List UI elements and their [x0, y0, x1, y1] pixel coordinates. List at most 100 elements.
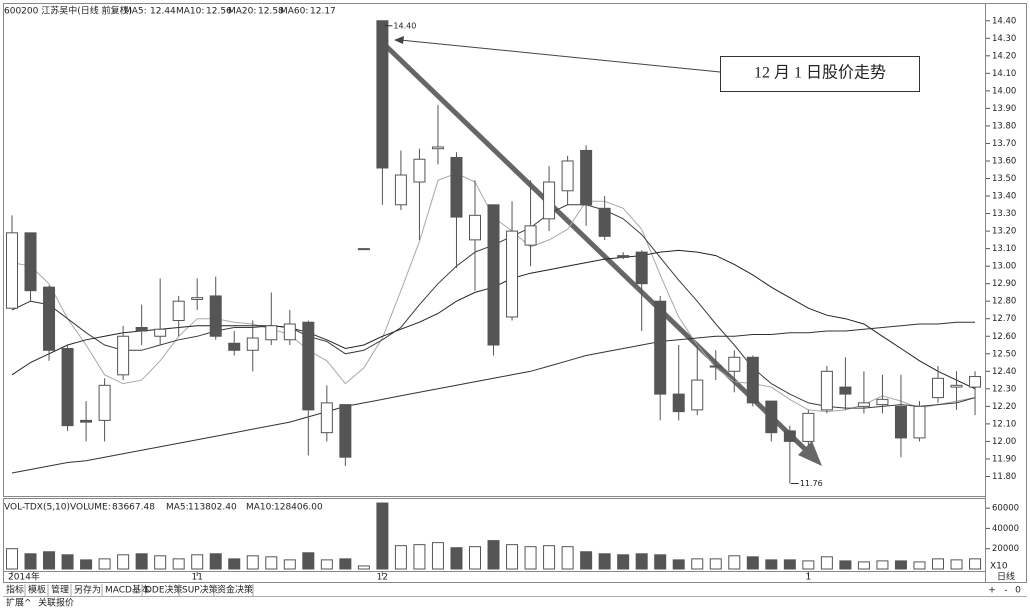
candle-body: [746, 356, 759, 404]
y-tick-label: 12.60: [992, 332, 1016, 342]
volume-bar: [61, 554, 74, 570]
volume-unit: X10: [990, 562, 1008, 572]
y-tick-label: 12.40: [992, 367, 1016, 377]
volume-bar: [357, 565, 370, 570]
volume-bar: [283, 559, 296, 570]
candle-body: [580, 149, 593, 206]
volume-bar: [431, 542, 444, 570]
y-tick-label: 12.00: [992, 437, 1016, 447]
volume-bar: [117, 554, 130, 570]
y-tick-label: 12.70: [992, 314, 1016, 324]
volume-bar: [524, 546, 537, 570]
candle-body: [320, 402, 333, 434]
candle-body: [228, 342, 241, 351]
legend-label: MA5:: [124, 7, 147, 17]
candle-body: [431, 146, 444, 150]
volume-bar: [394, 545, 407, 570]
candle-body: [135, 326, 148, 332]
vol-ma10-value: 128406.00: [274, 503, 323, 513]
volume-bar: [43, 551, 56, 570]
candle-body: [339, 404, 352, 458]
volume-bar: [691, 558, 704, 570]
candle-body: [561, 160, 574, 192]
legend-value: 12.17: [310, 7, 336, 17]
right-axis: [985, 3, 1027, 583]
y-tick-label: 13.90: [992, 104, 1016, 114]
candle-body: [154, 328, 167, 337]
bottom-tab[interactable]: 扩展^: [6, 597, 32, 609]
volume-bar: [857, 561, 870, 570]
y-tick-label: 13.60: [992, 156, 1016, 166]
volume-bar: [783, 559, 796, 570]
candle-body: [302, 321, 315, 411]
candle-body: [950, 384, 963, 388]
toolbar-tab[interactable]: 指标: [6, 584, 24, 596]
y-tick-label: 11.80: [992, 472, 1016, 482]
volume-bar: [672, 559, 685, 570]
toolbar-tab[interactable]: 资金决策: [217, 584, 253, 596]
candle-body: [543, 181, 556, 220]
volume-bar: [302, 552, 315, 570]
vol-ma5-label: MA5:: [166, 503, 189, 513]
volume-bar: [950, 559, 963, 570]
volume-value: 83667.48: [112, 503, 155, 513]
y-tick-label: 11.90: [992, 454, 1016, 464]
volume-bar: [746, 556, 759, 570]
legend-value: 12.56: [206, 7, 232, 17]
candle-body: [376, 20, 389, 169]
volume-bar: [228, 558, 241, 570]
y-tick-label: 12.30: [992, 384, 1016, 394]
candle-body: [209, 295, 222, 337]
candle-body: [728, 356, 741, 372]
y-tick-label: 13.40: [992, 192, 1016, 202]
candle-body: [117, 335, 130, 376]
vol-ma5-value: 113802.40: [188, 503, 237, 513]
volume-bar: [487, 540, 500, 570]
chart-title: 600200 江苏吴中(日线 前复权): [4, 5, 132, 17]
y-tick-label: 13.00: [992, 262, 1016, 272]
candle-body: [413, 158, 426, 183]
volume-bar: [820, 556, 833, 570]
candle-body: [672, 393, 685, 413]
y-tick-label: 14.40: [992, 16, 1016, 26]
y-tick-label: 14.00: [992, 86, 1016, 96]
toolbar-tab[interactable]: 另存为: [74, 584, 101, 596]
legend-value: 12.58: [258, 7, 284, 17]
candle-body: [765, 400, 778, 434]
toolbar-tab[interactable]: 管理: [51, 584, 69, 596]
candle-body: [857, 402, 870, 407]
x-tick-label: 12: [377, 573, 388, 583]
candle-body: [283, 323, 296, 341]
volume-bar: [580, 551, 593, 570]
candle-body: [487, 204, 500, 346]
y-tick-label: 13.20: [992, 227, 1016, 237]
control-button[interactable]: 0: [1015, 586, 1021, 596]
legend-label: MA60:: [280, 7, 308, 17]
vol-ma10-label: MA10:: [246, 503, 274, 513]
callout-text: 12 月 1 日股价走势: [754, 64, 886, 82]
volume-bar: [728, 555, 741, 570]
control-button[interactable]: +: [988, 586, 996, 596]
y-tick-label: 13.50: [992, 174, 1016, 184]
ma-line: [11, 321, 975, 474]
candle-body: [246, 337, 259, 351]
bottom-tab[interactable]: 关联报价: [38, 597, 74, 609]
toolbar-tab[interactable]: SUP决策: [182, 584, 218, 596]
candle-body: [691, 379, 704, 411]
x-tick-label: 11: [191, 573, 202, 583]
control-button[interactable]: -: [1004, 586, 1007, 596]
volume-bar: [709, 558, 722, 570]
y-tick-label: 14.30: [992, 34, 1016, 44]
volume-bar: [320, 559, 333, 570]
volume-label: VOLUME:: [70, 503, 111, 513]
toolbar-tab[interactable]: 模板: [28, 584, 46, 596]
y-tick-label: 12.50: [992, 349, 1016, 359]
y-tick-label: 20000: [992, 544, 1019, 554]
toolbar-tab[interactable]: DDE决策: [145, 584, 183, 596]
toolbar-tab[interactable]: MACD基本: [105, 584, 150, 596]
y-tick-label: 40000: [992, 524, 1019, 534]
trend-arrowhead: [798, 441, 822, 466]
volume-bar: [246, 555, 259, 570]
x-tick-label: 1: [805, 573, 811, 583]
